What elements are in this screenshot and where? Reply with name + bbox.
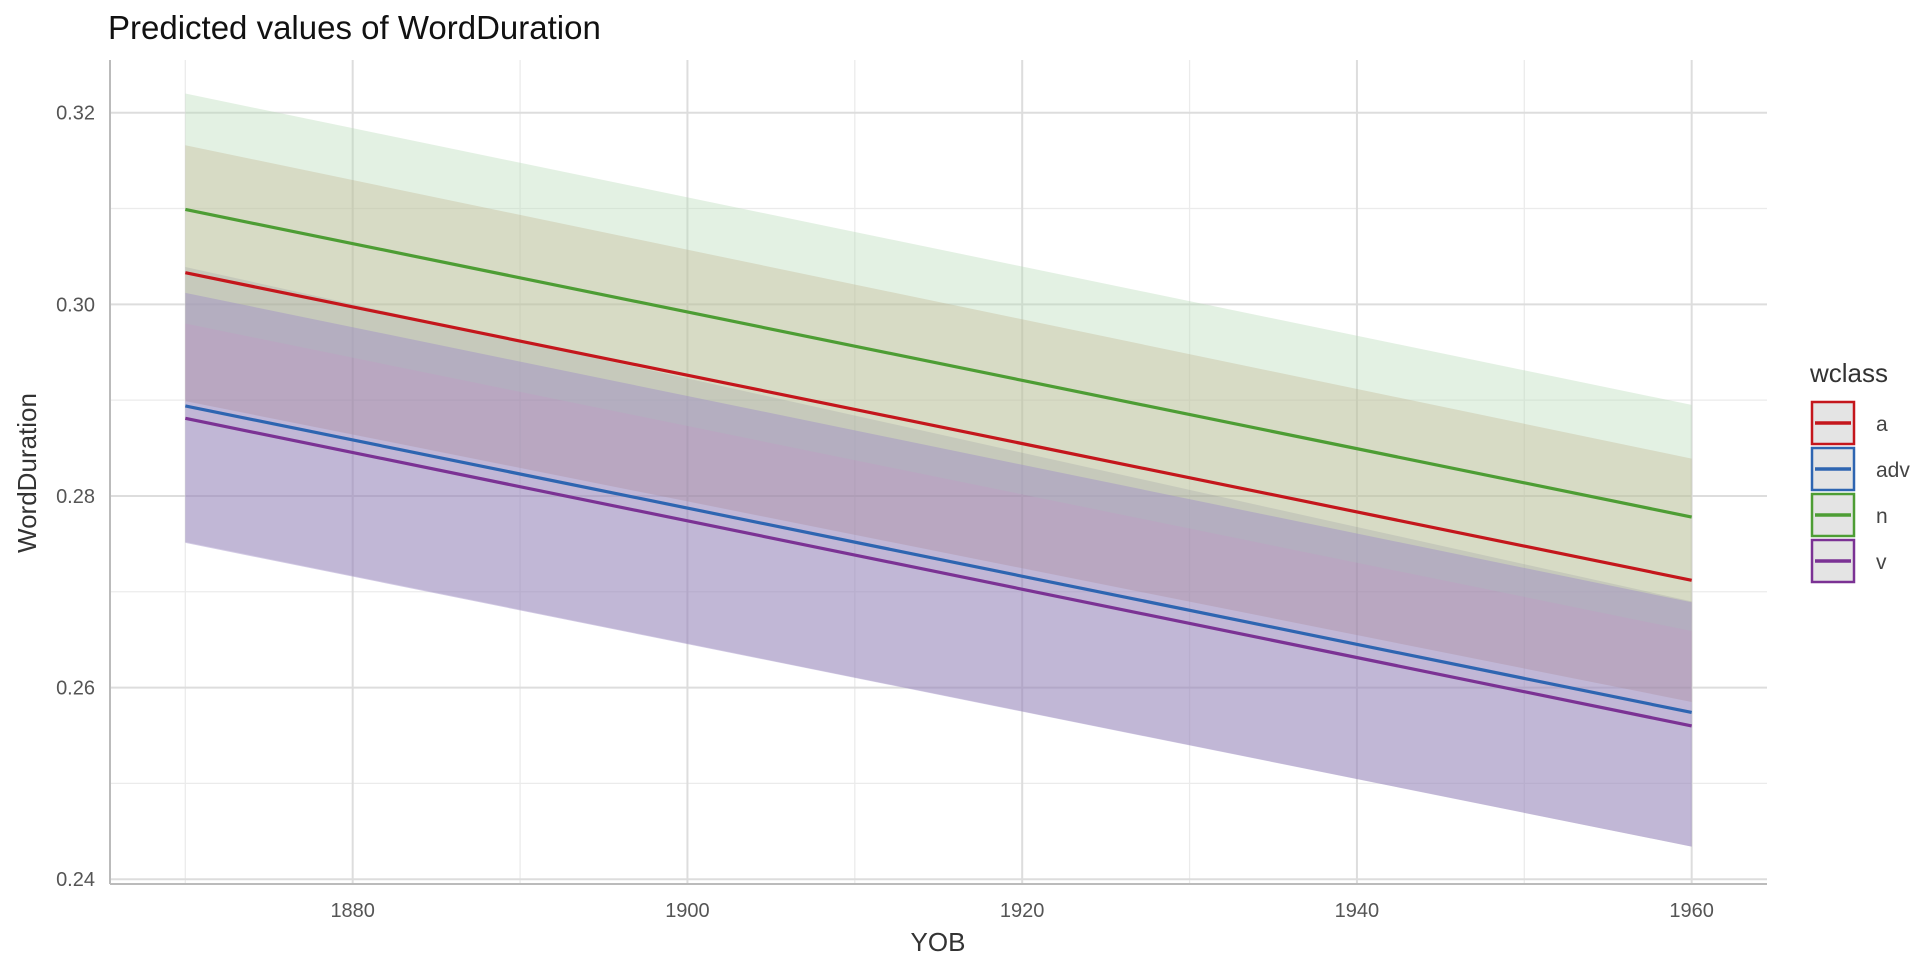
series-line-adv xyxy=(184,404,1693,715)
grid-minor xyxy=(110,60,1767,884)
grid-major xyxy=(110,60,1767,884)
legend-item-a: a xyxy=(1810,400,1888,446)
series-line-a xyxy=(184,271,1693,582)
legend-title: wclass xyxy=(1809,358,1888,388)
legend-item-v: v xyxy=(1810,538,1887,584)
x-axis-ticks: 1880 1900 1920 1940 1960 xyxy=(330,900,1713,922)
legend-item-n: n xyxy=(1810,492,1888,538)
y-tick-label: 0.30 xyxy=(56,294,95,316)
legend: wclass a adv nv xyxy=(1809,358,1910,584)
legend-label: adv xyxy=(1876,459,1910,482)
legend-label: v xyxy=(1876,551,1887,574)
legend-items: a adv nv xyxy=(1810,400,1910,584)
axes xyxy=(109,60,1767,885)
chart-title: Predicted values of WordDuration xyxy=(108,9,601,46)
y-tick-label: 0.26 xyxy=(56,678,95,700)
x-tick-label: 1920 xyxy=(1000,900,1045,922)
x-tick-label: 1900 xyxy=(665,900,710,922)
ci-band-a xyxy=(185,145,1692,702)
x-tick-label: 1880 xyxy=(330,900,375,922)
x-tick-label: 1940 xyxy=(1335,900,1380,922)
series-line-v xyxy=(184,416,1693,728)
x-tick-label: 1960 xyxy=(1669,900,1714,922)
y-axis-title: WordDuration xyxy=(12,393,42,553)
ci-band-adv xyxy=(185,266,1692,847)
ci-band-v xyxy=(185,292,1692,847)
legend-label: n xyxy=(1876,505,1888,528)
y-axis-ticks: 0.24 0.26 0.28 0.30 0.32 xyxy=(56,103,95,892)
series-line-n xyxy=(184,207,1693,519)
legend-item-adv: adv xyxy=(1810,446,1910,492)
y-tick-label: 0.32 xyxy=(56,103,95,125)
x-axis-title: YOB xyxy=(911,927,966,957)
y-tick-label: 0.28 xyxy=(56,486,95,508)
series-lines xyxy=(184,207,1693,728)
legend-label: a xyxy=(1876,413,1888,436)
y-tick-label: 0.24 xyxy=(56,869,95,891)
